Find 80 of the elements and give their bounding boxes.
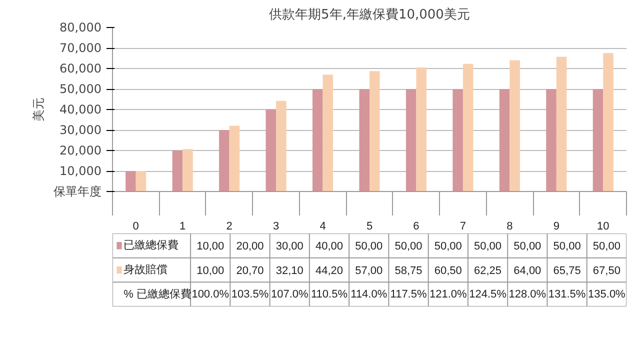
y-tick-label: 60,000	[60, 62, 102, 76]
x-tick-label: 2	[226, 220, 232, 232]
text: 64,00	[514, 265, 542, 277]
bar	[266, 110, 276, 192]
bar	[370, 71, 380, 192]
bar	[136, 171, 146, 192]
text: 67,50	[592, 265, 620, 277]
text: 60,50	[434, 265, 462, 277]
text: 57,00	[355, 265, 383, 277]
y-tick-label: 70,000	[60, 41, 102, 55]
legend-label: 已繳總保費	[124, 238, 179, 252]
text: 30,00	[276, 240, 304, 253]
text: 50,00	[514, 240, 542, 253]
text: 44,20	[315, 265, 344, 277]
bar	[546, 89, 556, 192]
chart-title: 供款年期5年,年繳保費10,000美元	[269, 6, 470, 22]
text: 121.0%	[429, 288, 468, 300]
y-tick-label: 保單年度	[54, 184, 102, 198]
text: 124.5%	[469, 288, 507, 300]
text: 40,00	[315, 240, 344, 253]
text: 20,70	[236, 265, 264, 277]
bar	[406, 89, 416, 192]
x-tick-label: 3	[272, 220, 280, 232]
text: % 已繳總保費	[124, 287, 192, 300]
text: 58,75	[394, 265, 422, 277]
bar	[510, 60, 520, 192]
bar	[499, 89, 510, 192]
bar	[592, 89, 604, 192]
x-tick-label: 6	[413, 220, 420, 232]
bar	[416, 67, 427, 192]
text: 10,00	[196, 240, 224, 253]
text: 135.0%	[588, 288, 626, 300]
bar	[229, 126, 240, 192]
text: 128.0%	[508, 288, 546, 300]
bar	[219, 130, 230, 192]
text: 50,00	[553, 240, 581, 253]
text: 117.5%	[390, 288, 427, 300]
text: 110.5%	[311, 288, 348, 300]
bar	[182, 149, 193, 192]
legend-label: 身故賠償	[124, 263, 168, 276]
bar	[126, 171, 136, 192]
text: 100.0%	[192, 288, 230, 300]
bar	[312, 89, 323, 192]
bar	[603, 53, 614, 192]
x-tick-label: 5	[366, 220, 373, 232]
bar	[276, 100, 286, 192]
x-tick-label: 4	[320, 220, 326, 232]
text: 114.0%	[350, 288, 388, 300]
text: 32,10	[276, 265, 304, 277]
text: 50,00	[355, 240, 383, 253]
text: 10,00	[196, 265, 224, 277]
x-tick-label: 10	[597, 220, 610, 232]
bar	[359, 89, 370, 192]
y-tick-label: 30,000	[60, 123, 102, 137]
y-tick-label: 80,000	[60, 20, 102, 34]
bar	[322, 74, 334, 192]
bar	[452, 89, 463, 192]
text: 65,75	[553, 265, 581, 277]
y-tick-label: 20,000	[60, 144, 102, 158]
x-tick-label: 8	[506, 220, 513, 232]
y-tick-label: 40,000	[60, 102, 102, 116]
text: 131.5%	[548, 288, 586, 300]
x-tick-label: 0	[132, 220, 139, 232]
y-tick-label: 50,000	[60, 82, 102, 96]
x-tick-label: 1	[180, 220, 186, 232]
x-tick-label: 9	[553, 220, 560, 232]
bar	[172, 150, 183, 192]
text: 20,00	[236, 240, 264, 253]
x-tick-label: 7	[460, 220, 466, 232]
text: 107.0%	[270, 288, 308, 300]
text: 62,25	[474, 265, 502, 277]
text: 50,00	[474, 240, 502, 253]
bar	[556, 56, 567, 192]
text: 50,00	[592, 240, 620, 253]
y-axis-title: 美元	[32, 98, 46, 122]
text: 50,00	[434, 240, 462, 253]
text: 50,00	[394, 240, 422, 253]
bar	[462, 64, 474, 192]
text: 103.5%	[231, 288, 269, 300]
y-tick-label: 10,000	[60, 164, 102, 178]
